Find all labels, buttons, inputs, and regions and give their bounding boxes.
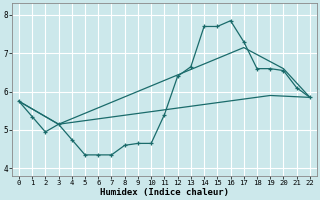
X-axis label: Humidex (Indice chaleur): Humidex (Indice chaleur) — [100, 188, 229, 197]
